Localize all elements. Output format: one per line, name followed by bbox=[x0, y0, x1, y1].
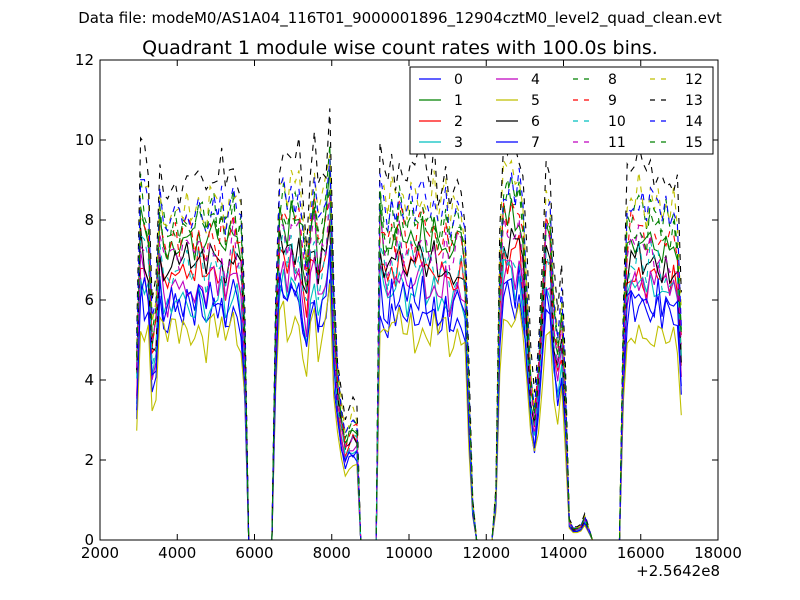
y-tick-label: 2 bbox=[84, 451, 94, 469]
y-tick-label: 6 bbox=[84, 291, 94, 309]
legend-label-14: 14 bbox=[685, 114, 703, 130]
legend-label-12: 12 bbox=[685, 72, 703, 88]
legend-label-4: 4 bbox=[531, 72, 540, 88]
x-offset-label: +2.5642e8 bbox=[636, 562, 720, 580]
series-line-15 bbox=[136, 177, 682, 541]
y-tick-label: 4 bbox=[84, 371, 94, 389]
x-tick-label: 18000 bbox=[694, 544, 742, 562]
series-line-10 bbox=[136, 207, 682, 541]
legend-label-15: 15 bbox=[685, 135, 703, 151]
y-tick-label: 12 bbox=[75, 51, 94, 69]
data-file-suptitle: Data file: modeM0/AS1A04_116T01_90000018… bbox=[78, 9, 722, 27]
legend-label-13: 13 bbox=[685, 93, 703, 109]
x-tick-label: 6000 bbox=[235, 544, 273, 562]
legend-label-5: 5 bbox=[531, 93, 540, 109]
legend-label-6: 6 bbox=[531, 114, 540, 130]
y-tick-label: 0 bbox=[84, 531, 94, 549]
x-tick-label: 4000 bbox=[158, 544, 196, 562]
legend-label-1: 1 bbox=[454, 93, 463, 109]
chart-title: Quadrant 1 module wise count rates with … bbox=[142, 37, 658, 59]
y-tick-label: 8 bbox=[84, 211, 94, 229]
y-tick-label: 10 bbox=[75, 131, 94, 149]
x-tick-label: 14000 bbox=[540, 544, 588, 562]
x-tick-label: 16000 bbox=[617, 544, 665, 562]
legend-label-3: 3 bbox=[454, 135, 463, 151]
legend-label-9: 9 bbox=[608, 93, 617, 109]
axis-layer: 2000 4000 6000 8000 10000 12000 14000 16000 1800… bbox=[75, 51, 742, 580]
legend-label-11: 11 bbox=[608, 135, 626, 151]
x-tick-label: 8000 bbox=[313, 544, 351, 562]
x-tick-label: 10000 bbox=[385, 544, 433, 562]
series-layer bbox=[136, 108, 682, 541]
x-tick-label: 12000 bbox=[462, 544, 510, 562]
legend-label-0: 0 bbox=[454, 72, 463, 88]
x-tick-label: 2000 bbox=[81, 544, 119, 562]
legend-label-7: 7 bbox=[531, 135, 540, 151]
legend-label-8: 8 bbox=[608, 72, 617, 88]
legend-label-2: 2 bbox=[454, 114, 463, 130]
legend-label-10: 10 bbox=[608, 114, 626, 130]
series-line-12 bbox=[136, 154, 682, 541]
legend-box bbox=[409, 66, 714, 155]
